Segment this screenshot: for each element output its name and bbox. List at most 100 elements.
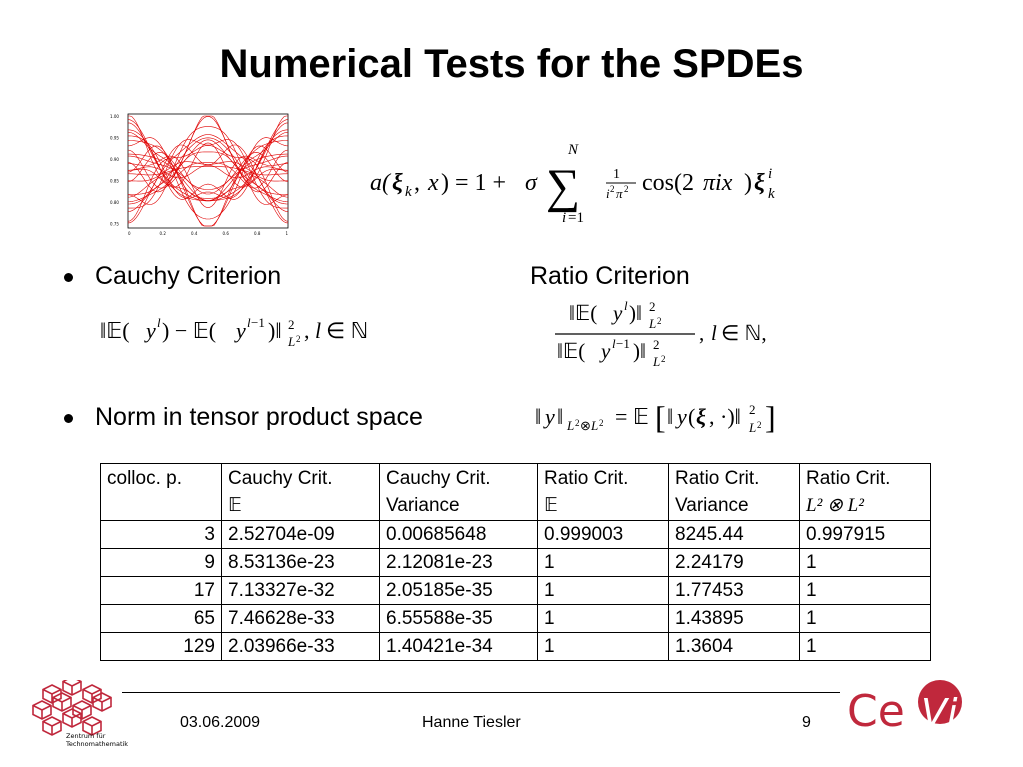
svg-text:Zentrum für: Zentrum für — [66, 732, 106, 740]
table-cell: 6.55588e-35 — [379, 604, 538, 633]
norm-formula: ‖ y ‖ L 2 ⊗ L 2 = 𝔼 [ ‖ y ( ξ , ·)‖ 2 L … — [535, 396, 875, 442]
table-cell: 17 — [100, 576, 222, 605]
svg-text:π: π — [616, 186, 623, 201]
table-cell: 1.40421e-34 — [379, 632, 538, 661]
table-cell: 2.03966e-33 — [221, 632, 380, 661]
table-cell: 1.77453 — [668, 576, 800, 605]
plot-curve — [127, 142, 289, 188]
svg-text:l: l — [315, 318, 321, 343]
svg-text:σ: σ — [525, 170, 538, 196]
table-cell: 8245.44 — [668, 520, 800, 549]
svg-text:L: L — [652, 354, 660, 369]
plot-x-tick: 1 — [286, 231, 289, 236]
table-cell: 8.53136e-23 — [221, 548, 380, 577]
ratio-criterion-label: Ratio Criterion — [530, 262, 690, 290]
svg-text:) − 𝔼(: ) − 𝔼( — [162, 318, 216, 343]
bullet-norm: Norm in tensor product space — [64, 403, 423, 432]
svg-text:N: N — [567, 142, 579, 158]
table-header-row: colloc. p. Cauchy Crit. 𝔼 Cauchy Crit. Var… — [100, 463, 931, 521]
logo-cube-edge — [42, 720, 62, 735]
svg-text:) = 1 +: ) = 1 + — [441, 170, 506, 196]
table-cell: 7.13327e-32 — [221, 576, 380, 605]
plot-curve — [127, 126, 289, 205]
logo-cube-edge — [82, 688, 102, 703]
plot-curve — [127, 164, 289, 179]
table-cell: 65 — [100, 604, 222, 633]
svg-text:= 𝔼: = 𝔼 — [615, 404, 649, 429]
logo-cube-edge — [92, 696, 112, 711]
svg-text:y: y — [599, 339, 611, 363]
plot-y-tick: 1.00 — [110, 114, 119, 119]
svg-text:,: , — [304, 318, 310, 343]
svg-text:cos(2: cos(2 — [642, 170, 694, 196]
table-cell: 0.997915 — [799, 520, 931, 549]
cevis-logo: Ce Vis — [847, 680, 975, 737]
plot-curve — [127, 151, 289, 193]
svg-text:)‖: )‖ — [629, 301, 642, 325]
svg-text:y: y — [234, 318, 246, 343]
plot-curve — [128, 155, 288, 208]
svg-text:∑: ∑ — [546, 160, 580, 213]
svg-text:k: k — [768, 186, 775, 202]
svg-text:2: 2 — [657, 316, 662, 326]
table-row: 3 2.52704e-09 0.00685648 0.999003 8245.4… — [100, 520, 931, 549]
plot-curve — [127, 116, 289, 203]
table-cell: 2.12081e-23 — [379, 548, 538, 577]
plot-y-tick: 0.85 — [110, 179, 119, 184]
svg-text:ξ: ξ — [754, 170, 765, 196]
svg-text:2: 2 — [624, 184, 629, 194]
plot-curve — [127, 115, 289, 212]
svg-text:, ·)‖: , ·)‖ — [709, 404, 741, 429]
svg-text:L: L — [648, 316, 656, 331]
svg-text:)‖: )‖ — [268, 318, 282, 343]
svg-text:L: L — [287, 334, 295, 349]
table-cell: 1 — [537, 604, 669, 633]
results-table: colloc. p. Cauchy Crit. 𝔼 Cauchy Crit. Var… — [100, 463, 931, 661]
svg-text:πix: πix — [703, 170, 733, 196]
plot-curve — [128, 161, 288, 182]
plot-curve — [127, 149, 289, 189]
plot-curve — [127, 139, 289, 198]
svg-text:‖: ‖ — [535, 404, 541, 429]
logo-cube-edge — [52, 696, 72, 711]
table-cell: 7.46628e-33 — [221, 604, 380, 633]
svg-text:i: i — [562, 210, 566, 226]
bullet-label-cauchy: Cauchy Criterion — [95, 262, 282, 290]
svg-text:y: y — [543, 404, 555, 429]
svg-text:a(: a( — [370, 170, 392, 196]
bullet-icon — [64, 272, 73, 282]
svg-text:]: ] — [765, 399, 776, 435]
ztf-logo: Zentrum für Technomathematik — [32, 680, 128, 748]
svg-text:L: L — [566, 418, 574, 433]
svg-text:Technomathematik: Technomathematik — [65, 740, 128, 748]
svg-text:l: l — [157, 315, 161, 330]
table-cell: 1 — [799, 576, 931, 605]
table-cell: 0.00685648 — [379, 520, 538, 549]
cauchy-formula: ‖𝔼( y l ) − 𝔼( y l −1 )‖ 2 L 2 , l ∈ ℕ — [100, 312, 410, 352]
svg-text:L: L — [590, 418, 598, 433]
svg-text:∈ ℕ: ∈ ℕ — [326, 318, 368, 343]
footer-author: Hanne Tiesler — [422, 714, 521, 731]
logo-cube-edge — [62, 712, 82, 727]
svg-text:‖𝔼(: ‖𝔼( — [100, 318, 130, 343]
svg-text:)‖: )‖ — [633, 339, 646, 363]
svg-text:y: y — [611, 301, 623, 325]
col-header: Cauchy Crit. 𝔼 — [221, 463, 380, 521]
col-header: Ratio Crit. Variance — [668, 463, 800, 521]
svg-text:,: , — [699, 321, 704, 345]
table-cell: 1 — [799, 604, 931, 633]
plot-curve — [127, 166, 289, 176]
col-header: Ratio Crit. 𝔼 — [537, 463, 669, 521]
footer-divider — [122, 692, 840, 693]
slide-title: Numerical Tests for the SPDEs — [219, 42, 804, 86]
bullet-icon — [64, 413, 73, 423]
svg-text:k: k — [405, 184, 412, 200]
svg-text:‖𝔼(: ‖𝔼( — [557, 339, 585, 363]
plot-x-tick: 0 — [128, 231, 131, 236]
svg-text:): ) — [744, 170, 752, 196]
svg-text:Vis: Vis — [921, 691, 975, 735]
table-cell: 1 — [799, 632, 931, 661]
svg-text:2: 2 — [653, 337, 660, 352]
coefficient-plot: 1.00 0.95 0.90 0.85 0.80 0.75 0 0.2 0.4 0.6 0.8 1 — [110, 113, 289, 236]
svg-text:y: y — [675, 404, 687, 429]
